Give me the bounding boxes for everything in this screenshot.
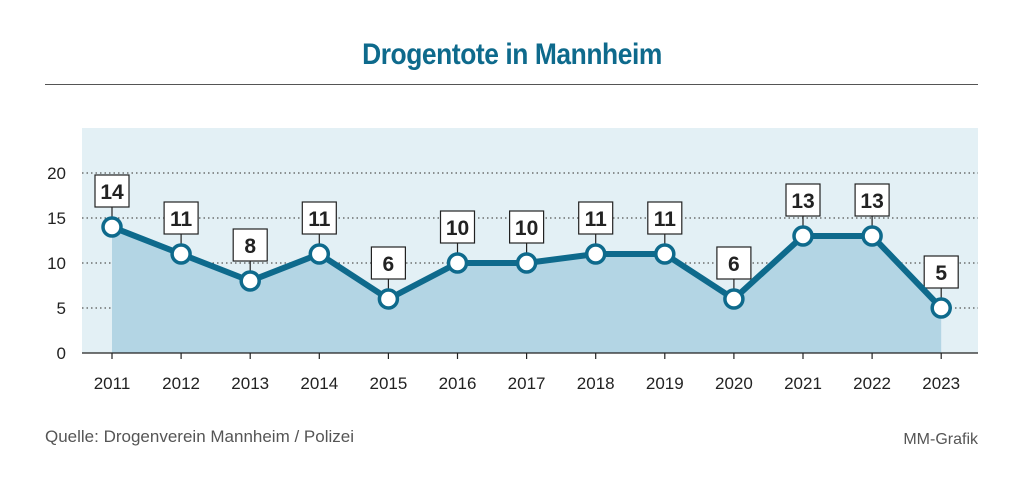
data-label: 10 — [446, 217, 469, 240]
data-label: 6 — [728, 253, 740, 276]
data-label-box — [716, 246, 752, 280]
data-label: 11 — [654, 208, 677, 231]
source-note: Quelle: Drogenverein Mannheim / Polizei — [45, 427, 354, 446]
data-point — [239, 270, 261, 292]
data-point — [101, 216, 123, 238]
y-tick-label: 20 — [47, 164, 66, 183]
data-label-box — [94, 174, 130, 208]
x-tick-label: 2013 — [231, 374, 269, 393]
data-label-box — [854, 183, 890, 217]
x-tick-label: 2018 — [577, 374, 615, 393]
y-tick-label: 5 — [57, 299, 66, 318]
x-tick-label: 2017 — [508, 374, 546, 393]
x-tick-label: 2022 — [853, 374, 891, 393]
data-point — [861, 225, 883, 247]
data-point — [584, 243, 607, 265]
data-label-box — [509, 210, 545, 244]
x-tick-label: 2014 — [300, 374, 338, 393]
data-label-box — [301, 201, 337, 235]
data-label: 13 — [791, 190, 814, 213]
data-label-box — [370, 246, 406, 280]
data-label: 13 — [860, 190, 883, 213]
x-tick-label: 2019 — [646, 374, 684, 393]
data-label: 6 — [383, 253, 395, 276]
data-point — [308, 243, 331, 265]
data-point — [723, 288, 745, 310]
data-label-box — [439, 210, 476, 244]
data-label: 11 — [170, 208, 193, 231]
graphic-credit: MM-Grafik — [903, 431, 978, 448]
data-point — [446, 252, 469, 274]
data-label: 11 — [308, 208, 331, 231]
data-point — [930, 297, 952, 319]
title-divider — [45, 84, 978, 85]
x-tick-label: 2015 — [369, 374, 407, 393]
data-point — [515, 252, 538, 274]
x-tick-label: 2020 — [715, 374, 753, 393]
y-tick-label: 10 — [47, 254, 66, 273]
y-tick-label: 0 — [57, 344, 66, 363]
data-label: 14 — [100, 181, 124, 204]
chart-title: Drogentote in Mannheim — [362, 38, 662, 71]
data-point — [654, 243, 676, 265]
data-point — [377, 288, 400, 310]
data-label: 5 — [935, 262, 947, 285]
x-tick-label: 2021 — [784, 374, 822, 393]
x-tick-label: 2016 — [439, 374, 477, 393]
data-label-box — [578, 201, 614, 235]
data-label-box — [923, 255, 959, 289]
data-label-box — [163, 201, 199, 235]
data-label: 10 — [515, 217, 538, 240]
data-label: 11 — [585, 208, 608, 231]
data-point — [792, 225, 814, 247]
data-label: 8 — [244, 235, 256, 258]
y-tick-label: 15 — [47, 209, 66, 228]
data-point — [170, 243, 192, 265]
data-label-box — [232, 228, 268, 262]
x-tick-label: 2011 — [94, 374, 131, 393]
data-label-box — [785, 183, 821, 217]
data-label-box — [647, 201, 683, 235]
x-tick-label: 2012 — [162, 374, 200, 393]
x-tick-label: 2023 — [922, 374, 960, 393]
